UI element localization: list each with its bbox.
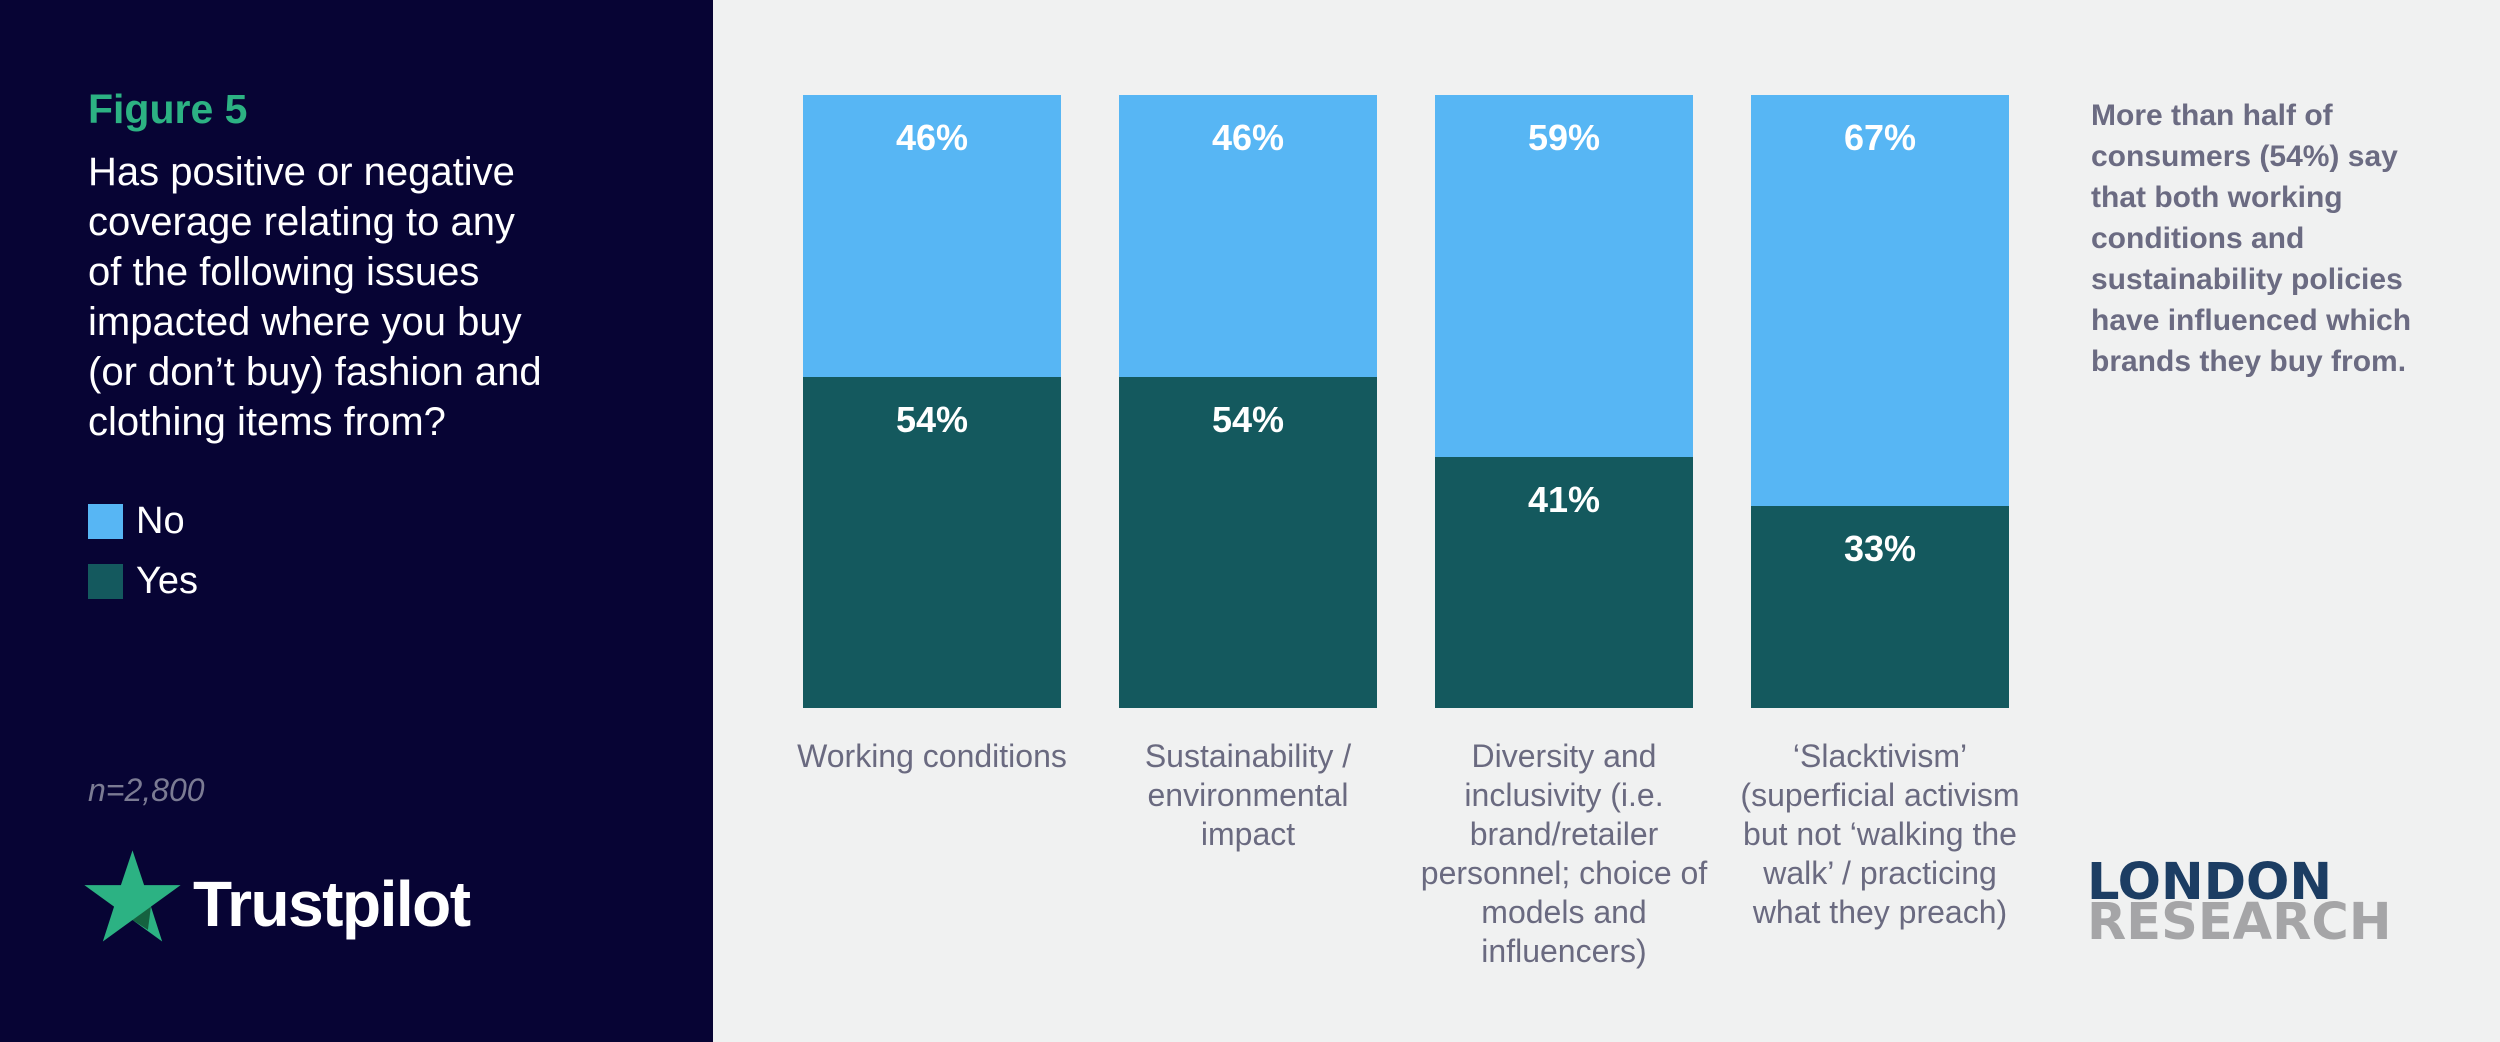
bar-column: 46% 54% xyxy=(803,95,1061,708)
question-text: Has positive or negative coverage relati… xyxy=(88,150,542,444)
annotation-text: More than half of consumers (54%) say th… xyxy=(2091,99,2412,378)
bar-value-label: 54% xyxy=(895,398,969,440)
trustpilot-logo: Trustpilot xyxy=(84,850,471,942)
bar-segment-yes: 41% xyxy=(1435,456,1693,708)
sample-size: n=2,800 xyxy=(88,772,205,808)
bar-segment-yes: 54% xyxy=(803,376,1061,708)
legend-label-no: No xyxy=(136,500,185,542)
london-research-logo: LONDON RESEARCH xyxy=(2087,853,2392,952)
category-labels: Working conditions Sustainability / envir… xyxy=(787,737,2025,971)
london-research-line2: RESEARCH xyxy=(2087,893,2392,952)
category-label: Working conditions xyxy=(797,738,1067,774)
bar-value-label: 33% xyxy=(1843,527,1917,569)
legend: No Yes xyxy=(88,500,198,603)
bar-value-label: 46% xyxy=(1211,117,1285,158)
bar-value-label: 46% xyxy=(895,117,969,158)
category-label: ‘Slacktivism’ (superficial activism but … xyxy=(1740,738,2020,930)
left-panel: Figure 5 Has positive or negative covera… xyxy=(0,0,713,1042)
bar-segment-no: 46% xyxy=(803,95,1061,377)
bar-column: 46% 54% xyxy=(1119,95,1377,708)
bar-value-label: 41% xyxy=(1527,478,1601,520)
legend-item-yes: Yes xyxy=(88,560,198,603)
bar-chart: 46% 54% 46% 54% 59% 41% 67% 33% xyxy=(803,95,2009,708)
london-research-line1: LONDON xyxy=(2087,853,2333,912)
category-label: Diversity and inclusivity (i.e. brand/re… xyxy=(1420,738,1708,969)
legend-label-yes: Yes xyxy=(136,560,198,602)
bar-column: 67% 33% xyxy=(1751,95,2009,708)
bar-column: 59% 41% xyxy=(1435,95,1693,708)
bar-segment-yes: 54% xyxy=(1119,376,1377,708)
bar-segment-no: 46% xyxy=(1119,95,1377,377)
category-label: Sustainability / environmental impact xyxy=(1144,738,1352,852)
bar-value-label: 67% xyxy=(1843,117,1917,158)
bar-segment-no: 67% xyxy=(1751,95,2009,506)
legend-swatch-yes xyxy=(88,564,123,599)
trustpilot-star-icon xyxy=(84,850,181,942)
trustpilot-wordmark: Trustpilot xyxy=(193,868,471,940)
figure-label: Figure 5 xyxy=(88,86,248,132)
legend-swatch-no xyxy=(88,504,123,539)
bar-value-label: 59% xyxy=(1527,117,1601,158)
bar-value-label: 54% xyxy=(1211,398,1285,440)
bar-segment-no: 59% xyxy=(1435,95,1693,457)
bar-segment-yes: 33% xyxy=(1751,505,2009,708)
legend-item-no: No xyxy=(88,500,198,543)
